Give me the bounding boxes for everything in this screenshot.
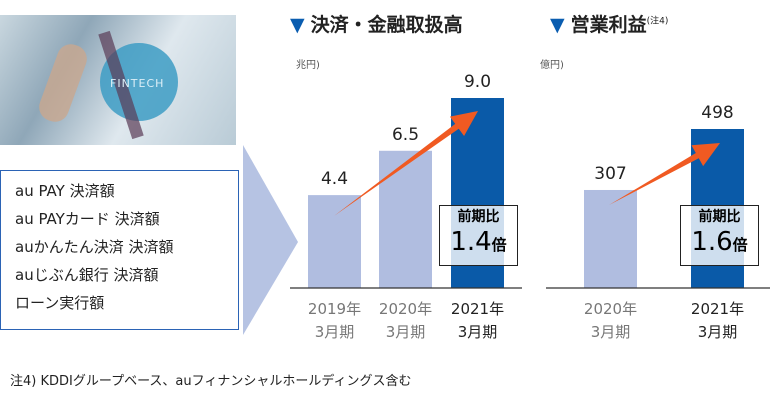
- list-item: auかんたん決済 決済額: [15, 238, 174, 256]
- triangle-marker-icon: ▼: [550, 14, 565, 36]
- category-label: 2020年 3月期: [573, 298, 649, 344]
- items-list-box: au PAY 決済額 au PAYカード 決済額 auかんたん決済 決済額 au…: [0, 170, 239, 330]
- bar: [308, 195, 361, 288]
- data-label: 307: [594, 163, 627, 184]
- chart2-title: ▼ 営業利益(注4): [550, 10, 668, 37]
- category-period: 3月期: [697, 323, 738, 341]
- growth-arrow: [334, 111, 478, 216]
- data-label: 498: [701, 103, 734, 123]
- chart2-title-text: 営業利益: [570, 14, 647, 36]
- category-period: 3月期: [385, 323, 426, 341]
- ratio-suffix: 倍: [491, 236, 507, 254]
- bar: [379, 150, 432, 288]
- ratio-label: 前期比: [698, 209, 741, 225]
- chart1-title: ▼ 決済・金融取扱高: [290, 10, 463, 37]
- category-year: 2019年: [307, 300, 362, 318]
- category-year: 2021年: [450, 300, 505, 318]
- chart2-unit: 億円): [540, 60, 564, 71]
- list-item: auじぶん銀行 決済額: [15, 266, 159, 284]
- ratio-badge: 前期比 1.6倍: [680, 205, 759, 266]
- category-label: 2021年 3月期: [440, 298, 516, 344]
- category-label: 2019年 3月期: [297, 298, 373, 344]
- list-item: au PAY 決済額: [15, 182, 115, 200]
- ratio-label: 前期比: [457, 209, 500, 225]
- ratio-value: 1.6: [691, 227, 733, 257]
- category-year: 2020年: [583, 300, 638, 318]
- list-item: au PAYカード 決済額: [15, 210, 160, 228]
- footnote: 注4) KDDIグループベース、auフィナンシャルホールディングス含む: [10, 374, 412, 389]
- category-period: 3月期: [590, 323, 631, 341]
- list-item: ローン実行額: [15, 294, 105, 312]
- data-label: 6.5: [391, 124, 420, 145]
- ratio-value: 1.4: [450, 227, 492, 257]
- ratio-suffix: 倍: [732, 236, 748, 254]
- chevron-right-icon: [243, 145, 298, 335]
- category-year: 2020年: [378, 300, 433, 318]
- chart2-title-note: (注4): [646, 16, 669, 27]
- growth-arrow: [609, 143, 720, 205]
- category-period: 3月期: [457, 323, 498, 341]
- chart1-unit: 兆円): [296, 60, 320, 71]
- triangle-marker-icon: ▼: [290, 14, 305, 36]
- data-label: 9.0: [463, 72, 492, 92]
- category-label: 2021年 3月期: [680, 298, 756, 344]
- category-label: 2020年 3月期: [368, 298, 444, 344]
- bar: [584, 189, 637, 288]
- ratio-badge: 前期比 1.4倍: [439, 205, 518, 266]
- photo-caption: FINTECH: [110, 77, 165, 90]
- fintech-photo: FINTECH: [0, 15, 236, 145]
- category-period: 3月期: [314, 323, 355, 341]
- data-label: 4.4: [320, 169, 349, 190]
- category-year: 2021年: [690, 300, 745, 318]
- chart1-title-text: 決済・金融取扱高: [310, 14, 463, 36]
